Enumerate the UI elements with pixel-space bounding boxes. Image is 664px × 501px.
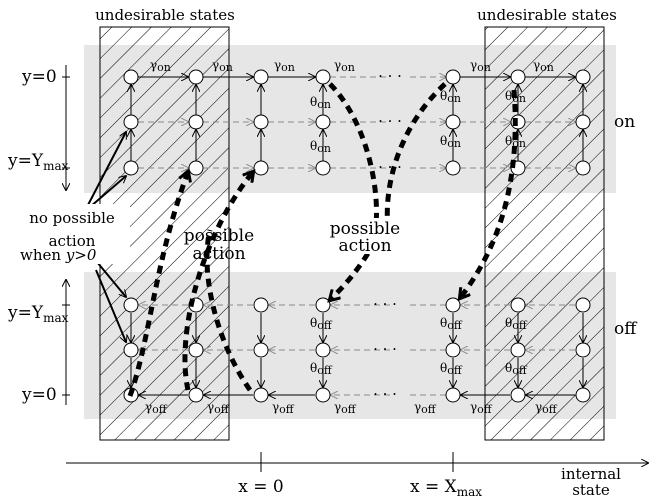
svg-text:θon: θon bbox=[440, 134, 461, 150]
svg-text:γoff: γoff bbox=[272, 400, 295, 416]
right-undesirable-region bbox=[484, 26, 605, 441]
possible-action-curves bbox=[127, 82, 518, 397]
svg-text:θoff: θoff bbox=[505, 316, 528, 332]
svg-text:θoff: θoff bbox=[440, 361, 463, 377]
svg-text:γoff: γoff bbox=[145, 400, 168, 416]
theta-on-labels: θon θon θon θon θon θon bbox=[310, 89, 526, 155]
on-top-ellipsis: · · · bbox=[378, 67, 402, 85]
svg-text:γoff: γoff bbox=[414, 400, 437, 416]
on-vertical-edges bbox=[131, 85, 583, 161]
off-vertical-edges bbox=[131, 313, 583, 387]
off-y0-label: y=0 bbox=[21, 385, 57, 405]
svg-text:θoff: θoff bbox=[310, 316, 333, 332]
xmax-label: x = Xmax bbox=[410, 477, 482, 499]
svg-text:θoff: θoff bbox=[505, 361, 528, 377]
possible-action-mid-1: possible bbox=[330, 219, 400, 239]
svg-text:γon: γon bbox=[334, 58, 355, 74]
svg-text:θoff: θoff bbox=[310, 361, 333, 377]
x0-label: x = 0 bbox=[238, 477, 283, 497]
svg-text:θon: θon bbox=[440, 89, 461, 105]
gamma-on-labels: γon γon γon γon γon γon bbox=[150, 58, 554, 74]
off-bot-ellipsis: · · · bbox=[373, 385, 397, 403]
on-y0-label: y=0 bbox=[21, 67, 57, 87]
gamma-off-labels: γoff γoff γoff γoff γoff γoff γoff bbox=[145, 400, 558, 416]
svg-text:γoff: γoff bbox=[207, 400, 230, 416]
svg-text:θon: θon bbox=[310, 95, 331, 111]
no-action-label-2: action bbox=[49, 232, 96, 250]
on-bot-ellipsis: · · · bbox=[378, 158, 402, 176]
state-nodes bbox=[123, 69, 591, 403]
off-mid-ellipsis: · · · bbox=[373, 340, 397, 358]
possible-action-mid-2: action bbox=[338, 236, 391, 256]
theta-off-labels: θoff θoff θoff θoff θoff θoff bbox=[310, 316, 528, 377]
on-mid-ellipsis: · · · bbox=[378, 112, 402, 130]
internal-state-label: internal bbox=[561, 465, 621, 483]
off-top-ellipsis: · · · bbox=[373, 295, 397, 313]
svg-text:γoff: γoff bbox=[470, 400, 493, 416]
svg-text:γon: γon bbox=[533, 58, 554, 74]
no-action-label-1: no possible bbox=[29, 209, 115, 227]
when-label: when y>0 bbox=[20, 246, 97, 264]
svg-text:θon: θon bbox=[310, 139, 331, 155]
svg-text:θoff: θoff bbox=[440, 316, 463, 332]
on-mode-label: on bbox=[614, 112, 635, 132]
svg-text:γon: γon bbox=[470, 58, 491, 74]
internal-state-label-2: state bbox=[572, 481, 610, 499]
off-mode-label: off bbox=[614, 319, 638, 339]
svg-text:γon: γon bbox=[274, 58, 295, 74]
no-action-arrows bbox=[87, 132, 126, 342]
off-ymax-label: y=Ymax bbox=[7, 303, 69, 325]
on-ymax-label: y=Ymax bbox=[7, 151, 69, 173]
right-undesirable-label: undesirable states bbox=[477, 6, 617, 24]
left-undesirable-label: undesirable states bbox=[95, 6, 235, 24]
svg-text:γon: γon bbox=[150, 58, 171, 74]
svg-text:γon: γon bbox=[212, 58, 233, 74]
no-action-label-bg bbox=[12, 204, 130, 264]
svg-text:γoff: γoff bbox=[535, 400, 558, 416]
possible-action-left-1: possible bbox=[184, 226, 254, 246]
possible-action-mid-bg bbox=[322, 218, 408, 254]
possible-action-left-2: action bbox=[192, 244, 245, 264]
svg-text:γoff: γoff bbox=[334, 400, 357, 416]
